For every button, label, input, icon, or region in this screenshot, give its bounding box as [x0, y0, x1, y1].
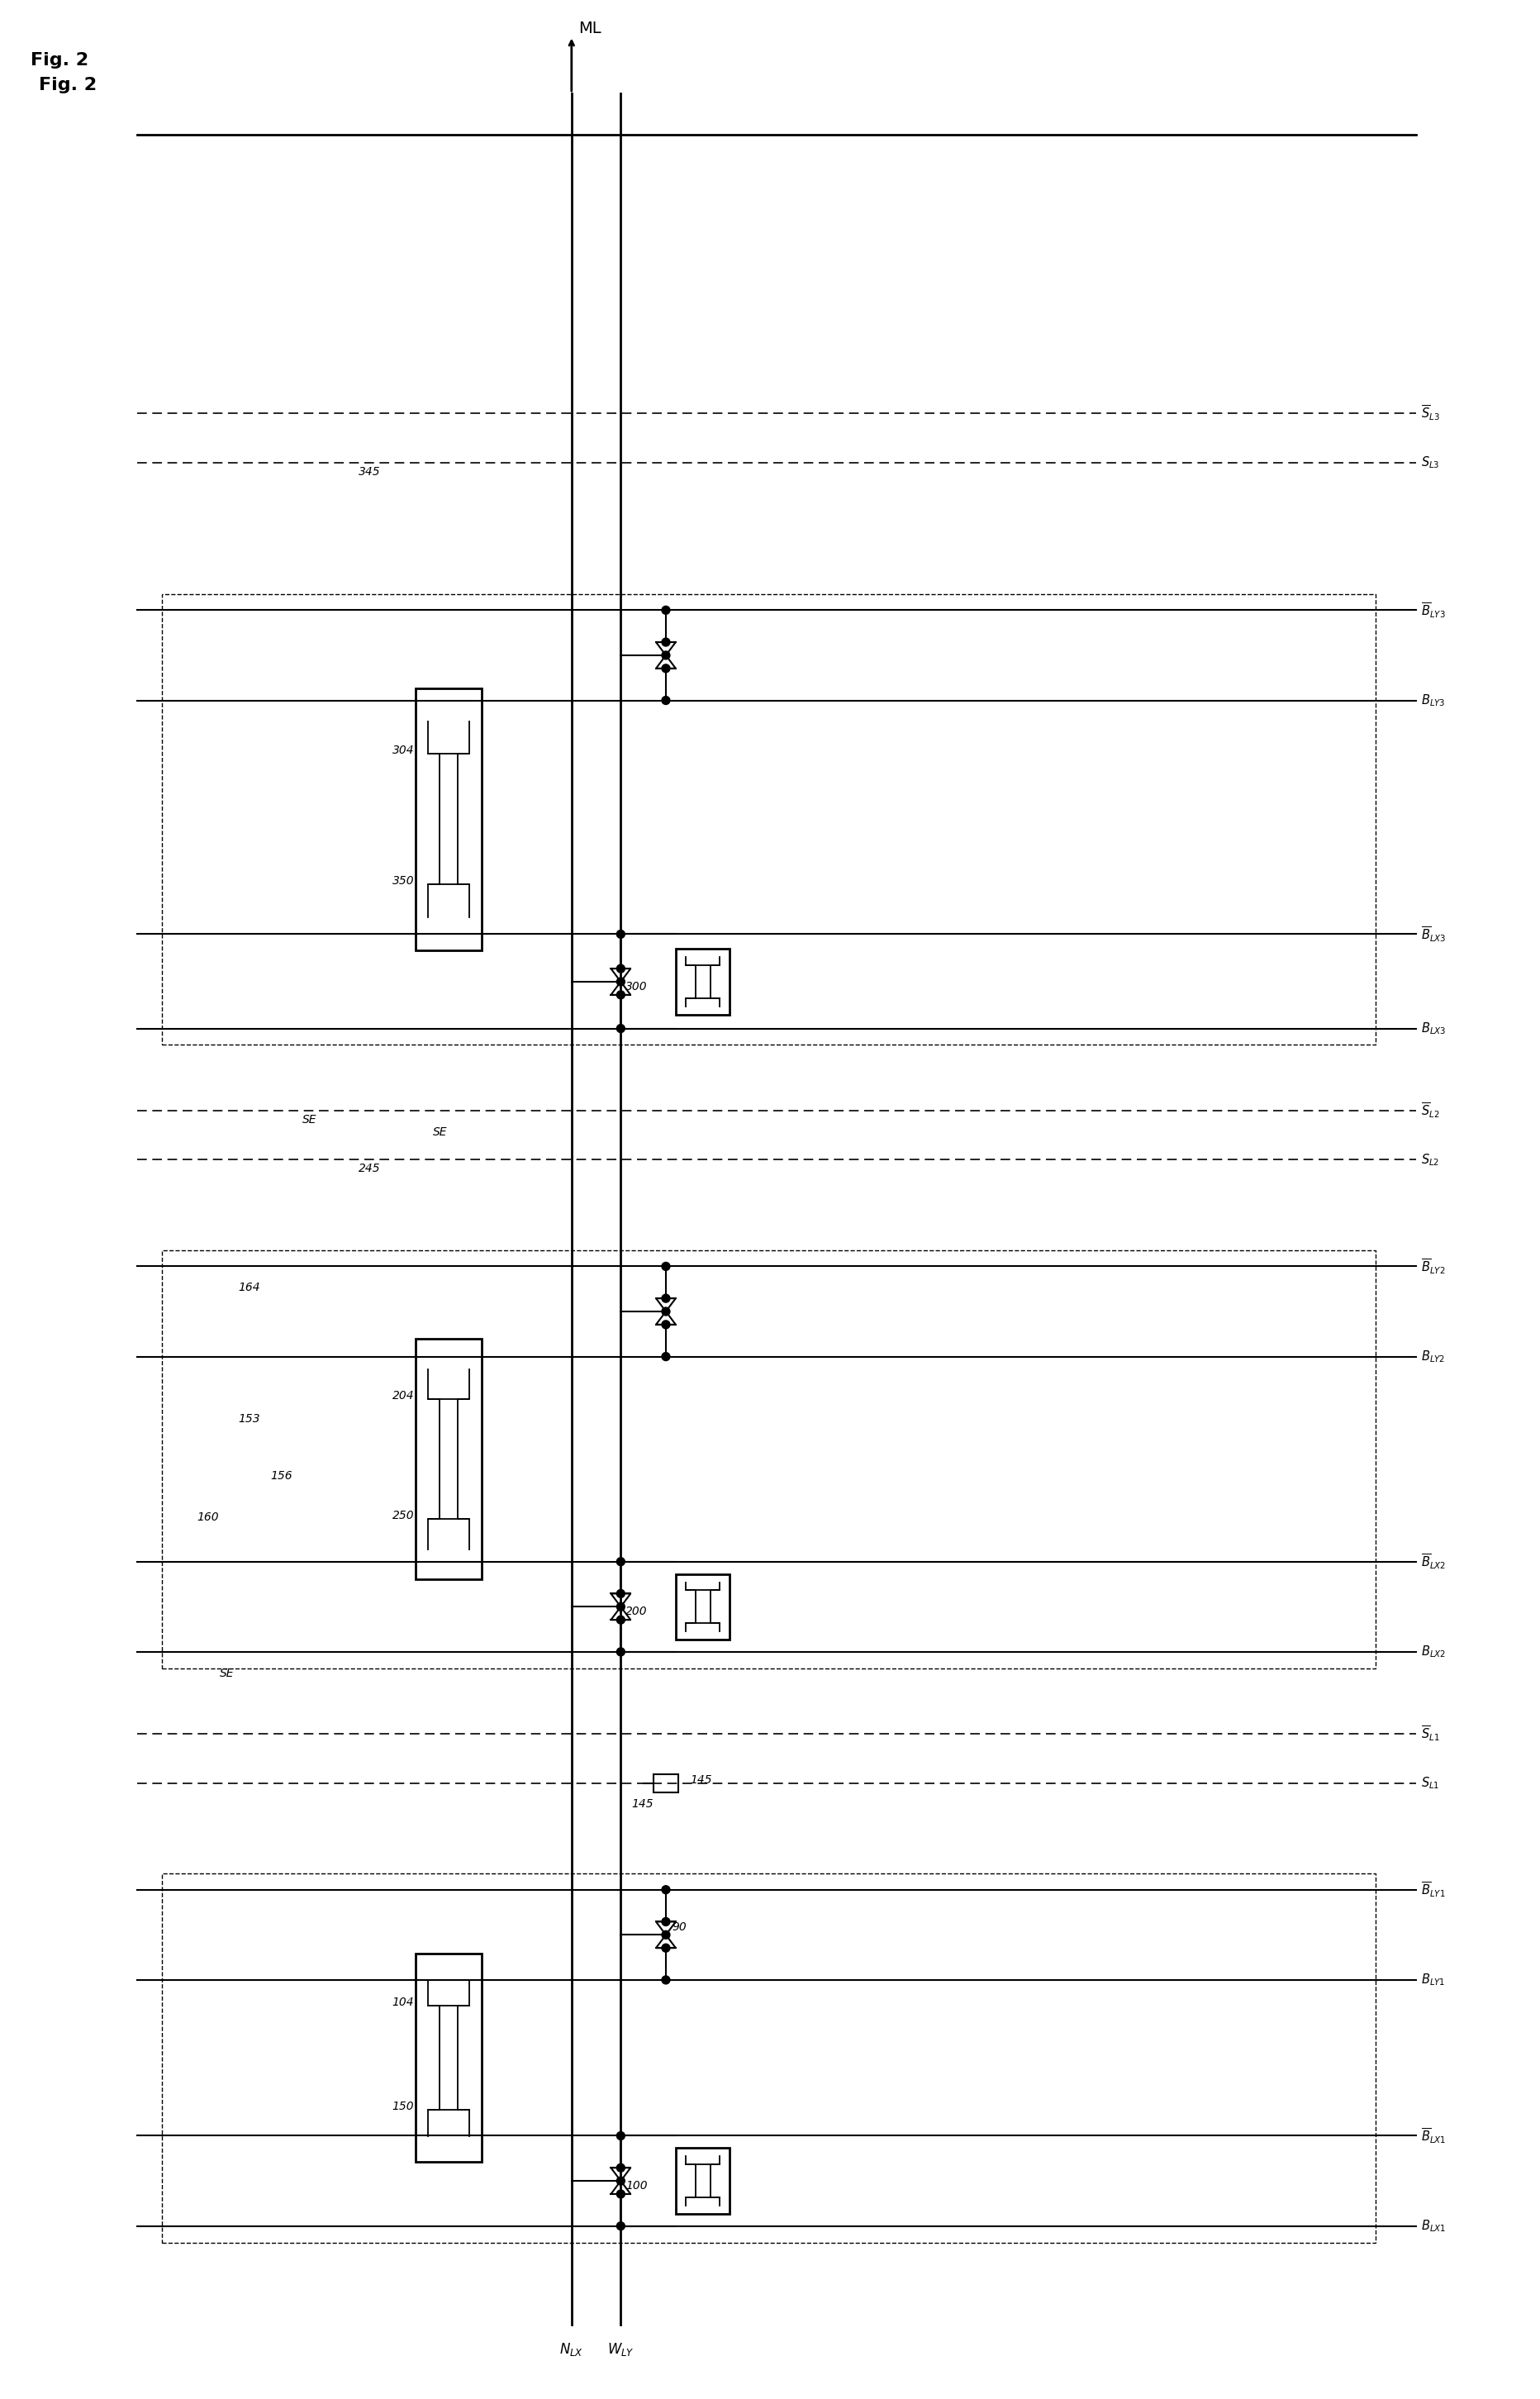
Text: 100: 100	[625, 2181, 647, 2193]
Text: 160: 160	[197, 1511, 219, 1523]
Text: $S_{L3}$: $S_{L3}$	[1421, 456, 1440, 470]
Text: $N_{LX}$: $N_{LX}$	[559, 2341, 584, 2358]
Circle shape	[662, 638, 670, 645]
Circle shape	[662, 1977, 670, 1984]
Text: SE: SE	[433, 1125, 448, 1137]
Circle shape	[616, 1617, 625, 1624]
Text: 145: 145	[631, 1799, 653, 1811]
Circle shape	[616, 931, 625, 938]
Text: Fig. 2: Fig. 2	[38, 77, 97, 94]
Circle shape	[662, 1917, 670, 1926]
Circle shape	[616, 1557, 625, 1567]
Text: $\overline{B}_{LY3}$: $\overline{B}_{LY3}$	[1421, 600, 1446, 619]
Bar	[416, 689, 482, 950]
Text: $\overline{S}_{L3}$: $\overline{S}_{L3}$	[1421, 403, 1440, 422]
Text: $B_{LX1}$: $B_{LX1}$	[1421, 2219, 1446, 2233]
Circle shape	[662, 1943, 670, 1953]
Bar	[676, 950, 730, 1015]
Circle shape	[662, 1886, 670, 1893]
Circle shape	[662, 1262, 670, 1271]
Text: $B_{LY3}$: $B_{LY3}$	[1421, 693, 1446, 708]
Circle shape	[616, 979, 625, 986]
Text: 90: 90	[671, 1922, 687, 1934]
Circle shape	[662, 607, 670, 614]
Text: 150: 150	[393, 2102, 414, 2114]
Bar	[162, 595, 1375, 1046]
Circle shape	[616, 964, 625, 972]
Text: $B_{LX2}$: $B_{LX2}$	[1421, 1643, 1446, 1660]
Text: ML: ML	[578, 19, 601, 36]
Text: $B_{LX3}$: $B_{LX3}$	[1421, 1020, 1446, 1036]
Circle shape	[616, 2176, 625, 2185]
Circle shape	[662, 650, 670, 660]
Text: $\overline{B}_{LX2}$: $\overline{B}_{LX2}$	[1421, 1552, 1446, 1571]
Text: 145: 145	[690, 1773, 713, 1785]
Circle shape	[616, 2133, 625, 2140]
Text: $\overline{S}_{L2}$: $\overline{S}_{L2}$	[1421, 1101, 1440, 1120]
Text: 200: 200	[625, 1605, 647, 1617]
Circle shape	[616, 2221, 625, 2231]
Circle shape	[662, 665, 670, 672]
Text: SE: SE	[220, 1667, 234, 1679]
Text: 104: 104	[393, 1996, 414, 2008]
Circle shape	[662, 696, 670, 705]
Circle shape	[616, 1648, 625, 1655]
Text: 156: 156	[271, 1471, 293, 1483]
Text: 345: 345	[359, 465, 380, 477]
Circle shape	[662, 1307, 670, 1315]
Text: 350: 350	[393, 876, 414, 888]
Bar	[162, 1250, 1375, 1667]
Text: 300: 300	[625, 981, 647, 993]
Text: 304: 304	[393, 746, 414, 756]
Circle shape	[616, 2164, 625, 2171]
Circle shape	[616, 1603, 625, 1610]
Circle shape	[662, 1319, 670, 1329]
Text: $W_{LY}$: $W_{LY}$	[607, 2341, 634, 2358]
Circle shape	[662, 1931, 670, 1938]
Circle shape	[616, 1024, 625, 1032]
Text: 245: 245	[359, 1164, 380, 1176]
Text: 204: 204	[393, 1389, 414, 1401]
Text: 250: 250	[393, 1509, 414, 1521]
Bar	[416, 1953, 482, 2161]
Text: $\overline{B}_{LX1}$: $\overline{B}_{LX1}$	[1421, 2126, 1446, 2145]
Bar	[676, 1574, 730, 1639]
Bar	[653, 1775, 678, 1792]
Text: SE: SE	[302, 1113, 316, 1125]
Text: Fig. 2: Fig. 2	[31, 53, 88, 70]
Bar	[676, 2147, 730, 2214]
Bar	[416, 1339, 482, 1579]
Text: 164: 164	[239, 1281, 260, 1293]
Text: $S_{L1}$: $S_{L1}$	[1421, 1775, 1440, 1790]
Text: $\overline{B}_{LY1}$: $\overline{B}_{LY1}$	[1421, 1881, 1446, 1900]
Text: $B_{LY2}$: $B_{LY2}$	[1421, 1348, 1446, 1365]
Text: $B_{LY1}$: $B_{LY1}$	[1421, 1972, 1446, 1989]
Circle shape	[616, 1591, 625, 1598]
Text: $\overline{S}_{L1}$: $\overline{S}_{L1}$	[1421, 1725, 1440, 1744]
Text: $\overline{B}_{LY2}$: $\overline{B}_{LY2}$	[1421, 1257, 1446, 1276]
Circle shape	[662, 1353, 670, 1360]
Bar	[162, 1874, 1375, 2243]
Circle shape	[616, 991, 625, 998]
Text: 153: 153	[239, 1413, 260, 1425]
Text: $S_{L2}$: $S_{L2}$	[1421, 1152, 1440, 1168]
Text: $\overline{B}_{LX3}$: $\overline{B}_{LX3}$	[1421, 926, 1446, 943]
Circle shape	[616, 2190, 625, 2197]
Circle shape	[662, 1293, 670, 1303]
